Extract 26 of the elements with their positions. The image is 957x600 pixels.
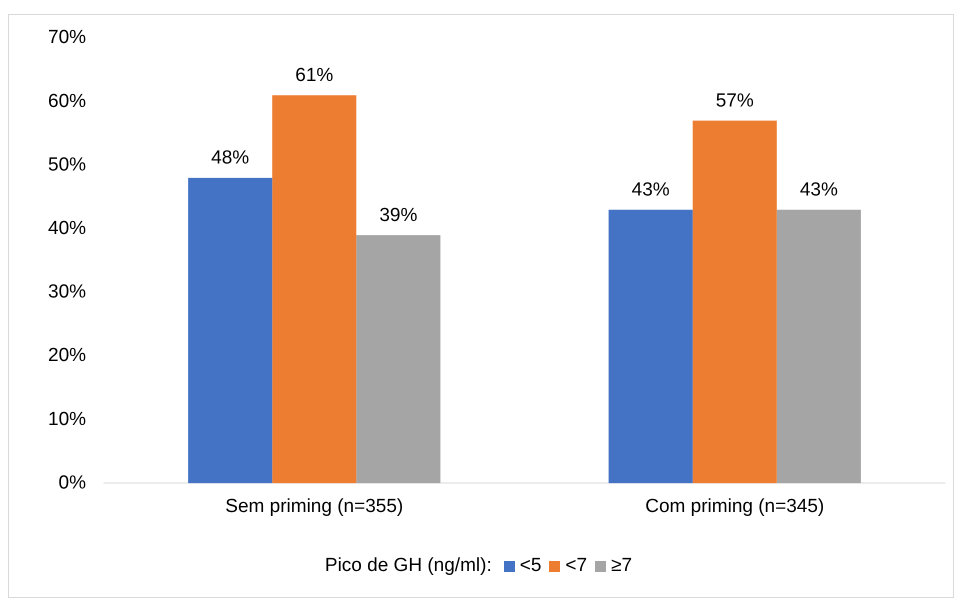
y-tick-label: 60%: [48, 90, 86, 112]
bar: [692, 120, 777, 484]
y-tick-label: 40%: [48, 218, 86, 240]
bar: [188, 178, 272, 484]
legend-title: Pico de GH (ng/ml):: [324, 555, 492, 577]
data-label: 57%: [716, 90, 754, 112]
bar: [608, 210, 693, 484]
y-tick-label: 0%: [58, 472, 86, 494]
legend-label: <5: [520, 555, 542, 577]
data-label: 61%: [295, 64, 334, 86]
data-label: 48%: [211, 148, 250, 169]
bar: [356, 235, 440, 484]
x-tick-label: Com priming (n=345): [645, 496, 824, 517]
legend-label: <7: [565, 555, 588, 577]
y-tick-label: 10%: [48, 408, 86, 430]
bar: [272, 95, 356, 484]
data-label: 43%: [800, 179, 838, 200]
y-tick-label: 70%: [48, 27, 86, 48]
legend-label: ≥7: [611, 555, 632, 577]
data-label: 43%: [632, 179, 670, 200]
y-tick-label: 20%: [48, 345, 86, 366]
bar: [776, 210, 861, 484]
y-tick-label: 50%: [48, 154, 86, 176]
x-tick-label: Sem priming (n=355): [225, 496, 404, 517]
y-tick-label: 30%: [48, 282, 86, 303]
data-label: 39%: [379, 204, 418, 226]
